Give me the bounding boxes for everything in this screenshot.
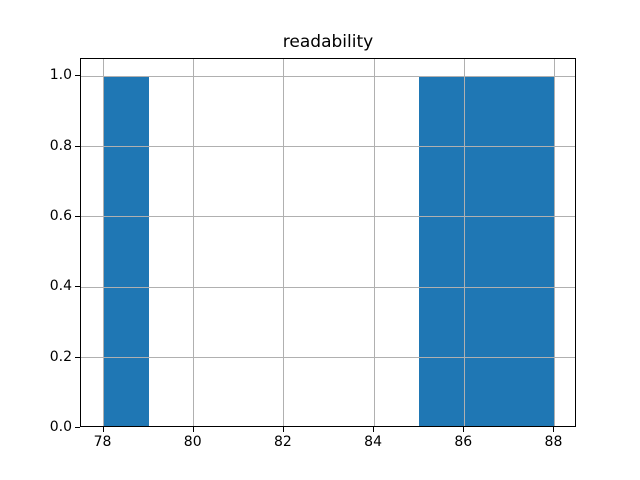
histogram-bar	[464, 76, 510, 427]
x-tick-label: 88	[544, 434, 563, 451]
x-tick-label: 80	[183, 434, 202, 451]
x-gridline	[193, 58, 195, 427]
histogram-bar	[509, 76, 555, 427]
y-tick-label: 1.0	[49, 67, 72, 84]
y-gridline	[81, 75, 575, 77]
x-gridline	[553, 58, 555, 427]
x-tick-mark	[463, 427, 465, 433]
y-tick-mark	[75, 427, 80, 429]
x-gridline	[103, 58, 105, 427]
x-gridline	[463, 58, 465, 427]
y-gridline	[81, 216, 575, 218]
x-tick-mark	[102, 427, 104, 433]
histogram-bar	[103, 76, 149, 427]
y-tick-label: 0.2	[49, 348, 72, 365]
x-tick-label: 82	[273, 434, 292, 451]
plot-area	[80, 57, 576, 428]
x-gridline	[283, 58, 285, 427]
y-gridline	[81, 286, 575, 288]
x-tick-mark	[373, 427, 375, 433]
y-tick-label: 0.8	[49, 137, 72, 154]
x-tick-mark	[282, 427, 284, 433]
y-tick-label: 0.6	[49, 208, 72, 224]
x-tick-label: 84	[364, 434, 382, 451]
x-tick-label: 78	[93, 434, 112, 451]
y-gridline	[81, 146, 575, 148]
y-tick-label: 0.0	[49, 419, 72, 436]
y-gridline	[81, 357, 575, 359]
y-tick-label: 0.4	[49, 278, 72, 295]
histogram-bar	[419, 76, 465, 427]
x-tick-mark	[192, 427, 194, 433]
x-gridline	[373, 58, 375, 427]
x-tick-label: 86	[454, 434, 473, 451]
chart-title: readability	[282, 32, 374, 52]
x-tick-mark	[553, 427, 555, 433]
